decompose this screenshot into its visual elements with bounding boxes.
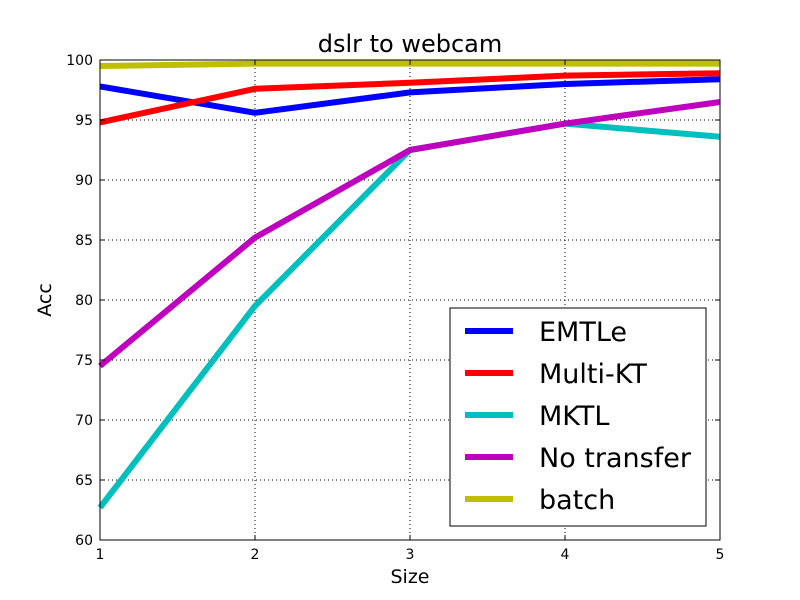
legend-entry: Multi-KT bbox=[465, 359, 647, 390]
y-tick-label: 85 bbox=[75, 233, 93, 249]
y-tick-label: 90 bbox=[75, 173, 93, 189]
y-tick-label: 100 bbox=[66, 53, 93, 69]
legend-label: batch bbox=[539, 485, 615, 516]
y-tick-label: 80 bbox=[75, 293, 93, 309]
x-tick-label: 4 bbox=[561, 547, 570, 563]
legend-entry: No transfer bbox=[465, 443, 692, 474]
legend-entry: batch bbox=[465, 485, 615, 516]
series-line-no-transfer bbox=[98, 99, 721, 369]
chart-title: dslr to webcam bbox=[318, 30, 503, 58]
x-axis-label: Size bbox=[390, 566, 429, 588]
x-tick-label: 1 bbox=[96, 547, 105, 563]
legend: EMTLe Multi-KT MKTL No transfer batch bbox=[449, 307, 707, 527]
y-axis-label: Acc bbox=[34, 283, 56, 317]
legend-label: EMTLe bbox=[539, 317, 627, 348]
legend-label: No transfer bbox=[539, 443, 692, 474]
y-tick-label: 95 bbox=[75, 113, 93, 129]
x-tick-label: 2 bbox=[251, 547, 260, 563]
y-tick-label: 60 bbox=[75, 533, 93, 549]
axis-ticks: 1 2 3 4 5 60 65 70 75 80 85 90 95 100 bbox=[66, 53, 724, 563]
series-line-multi-kt bbox=[99, 70, 721, 126]
legend-label: MKTL bbox=[539, 401, 609, 432]
y-tick-label: 70 bbox=[75, 413, 93, 429]
y-tick-label: 75 bbox=[75, 353, 93, 369]
series-line-emtle bbox=[99, 76, 721, 116]
legend-entry: EMTLe bbox=[465, 317, 627, 348]
x-tick-label: 5 bbox=[716, 547, 725, 563]
y-tick-label: 65 bbox=[75, 473, 93, 489]
legend-entry: MKTL bbox=[465, 401, 609, 432]
x-tick-label: 3 bbox=[406, 547, 415, 563]
legend-label: Multi-KT bbox=[539, 359, 647, 390]
